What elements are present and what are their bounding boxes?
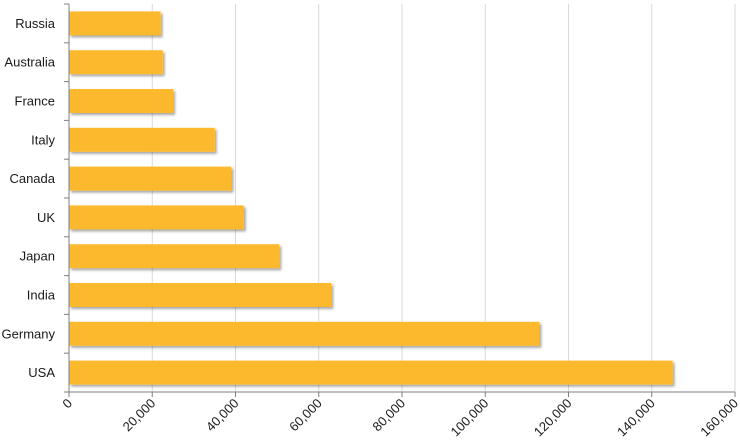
bar-japan	[69, 244, 280, 269]
bar-uk	[69, 205, 244, 230]
category-label: Canada	[9, 171, 55, 186]
bar-france	[69, 89, 174, 113]
category-label: Australia	[4, 55, 55, 70]
axes	[64, 3, 736, 397]
category-label: Japan	[20, 249, 55, 264]
bar-canada	[69, 166, 232, 191]
category-label: India	[27, 288, 56, 303]
category-label: Germany	[2, 326, 56, 341]
x-tick-label: 160,000	[697, 396, 740, 440]
bars	[69, 11, 673, 385]
bar-australia	[69, 50, 163, 75]
x-tick-label: 100,000	[448, 396, 492, 440]
x-tick-label: 140,000	[614, 396, 658, 440]
category-label: UK	[37, 210, 55, 225]
bar-russia	[69, 11, 161, 36]
bar-india	[69, 283, 332, 307]
category-label: Russia	[15, 16, 56, 31]
category-labels: Russia Australia France Italy Canada UK Japan I…	[2, 16, 56, 380]
x-tick-label: 60,000	[286, 396, 325, 435]
category-label: USA	[28, 365, 55, 380]
x-tick-label: 80,000	[369, 396, 408, 435]
category-label: France	[15, 94, 55, 109]
x-tick-label: 40,000	[203, 396, 242, 435]
bar-italy	[69, 127, 215, 152]
gridlines	[151, 4, 736, 392]
x-tick-labels: 0 20,000 40,000 60,000 80,000 100,000 120,000 1…	[59, 396, 740, 440]
bar-usa	[69, 360, 673, 385]
category-label: Italy	[31, 132, 55, 147]
x-tick-label: 0	[59, 396, 75, 412]
x-tick-label: 20,000	[120, 396, 159, 435]
bar-germany	[69, 321, 540, 346]
x-tick-label: 120,000	[531, 396, 575, 440]
